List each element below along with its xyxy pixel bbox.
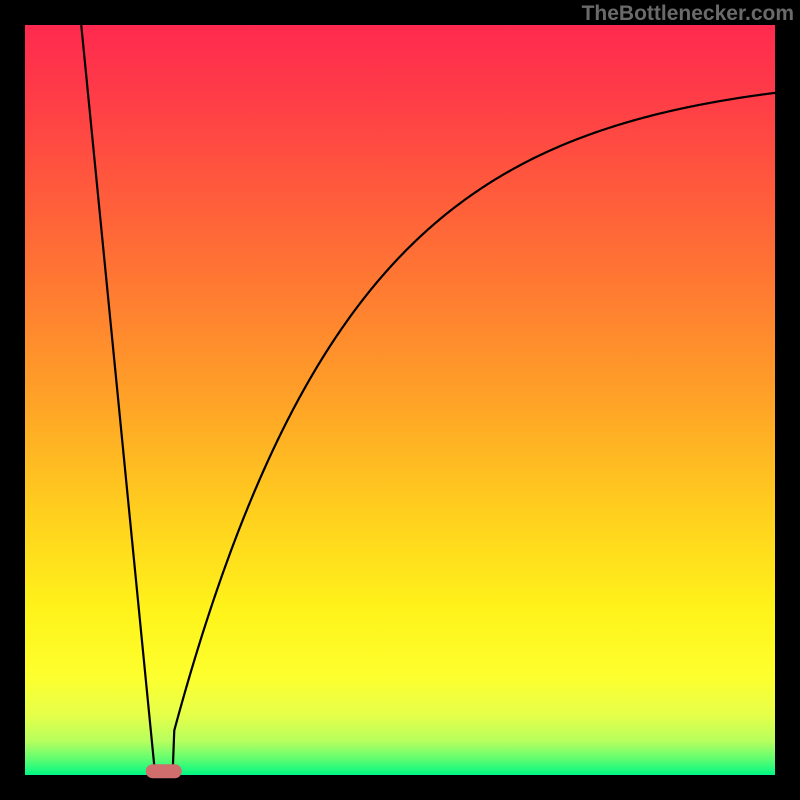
notch-marker: [146, 764, 182, 778]
chart-svg: [0, 0, 800, 800]
chart-gradient-background: [25, 25, 775, 775]
chart-container: TheBottlenecker.com: [0, 0, 800, 800]
